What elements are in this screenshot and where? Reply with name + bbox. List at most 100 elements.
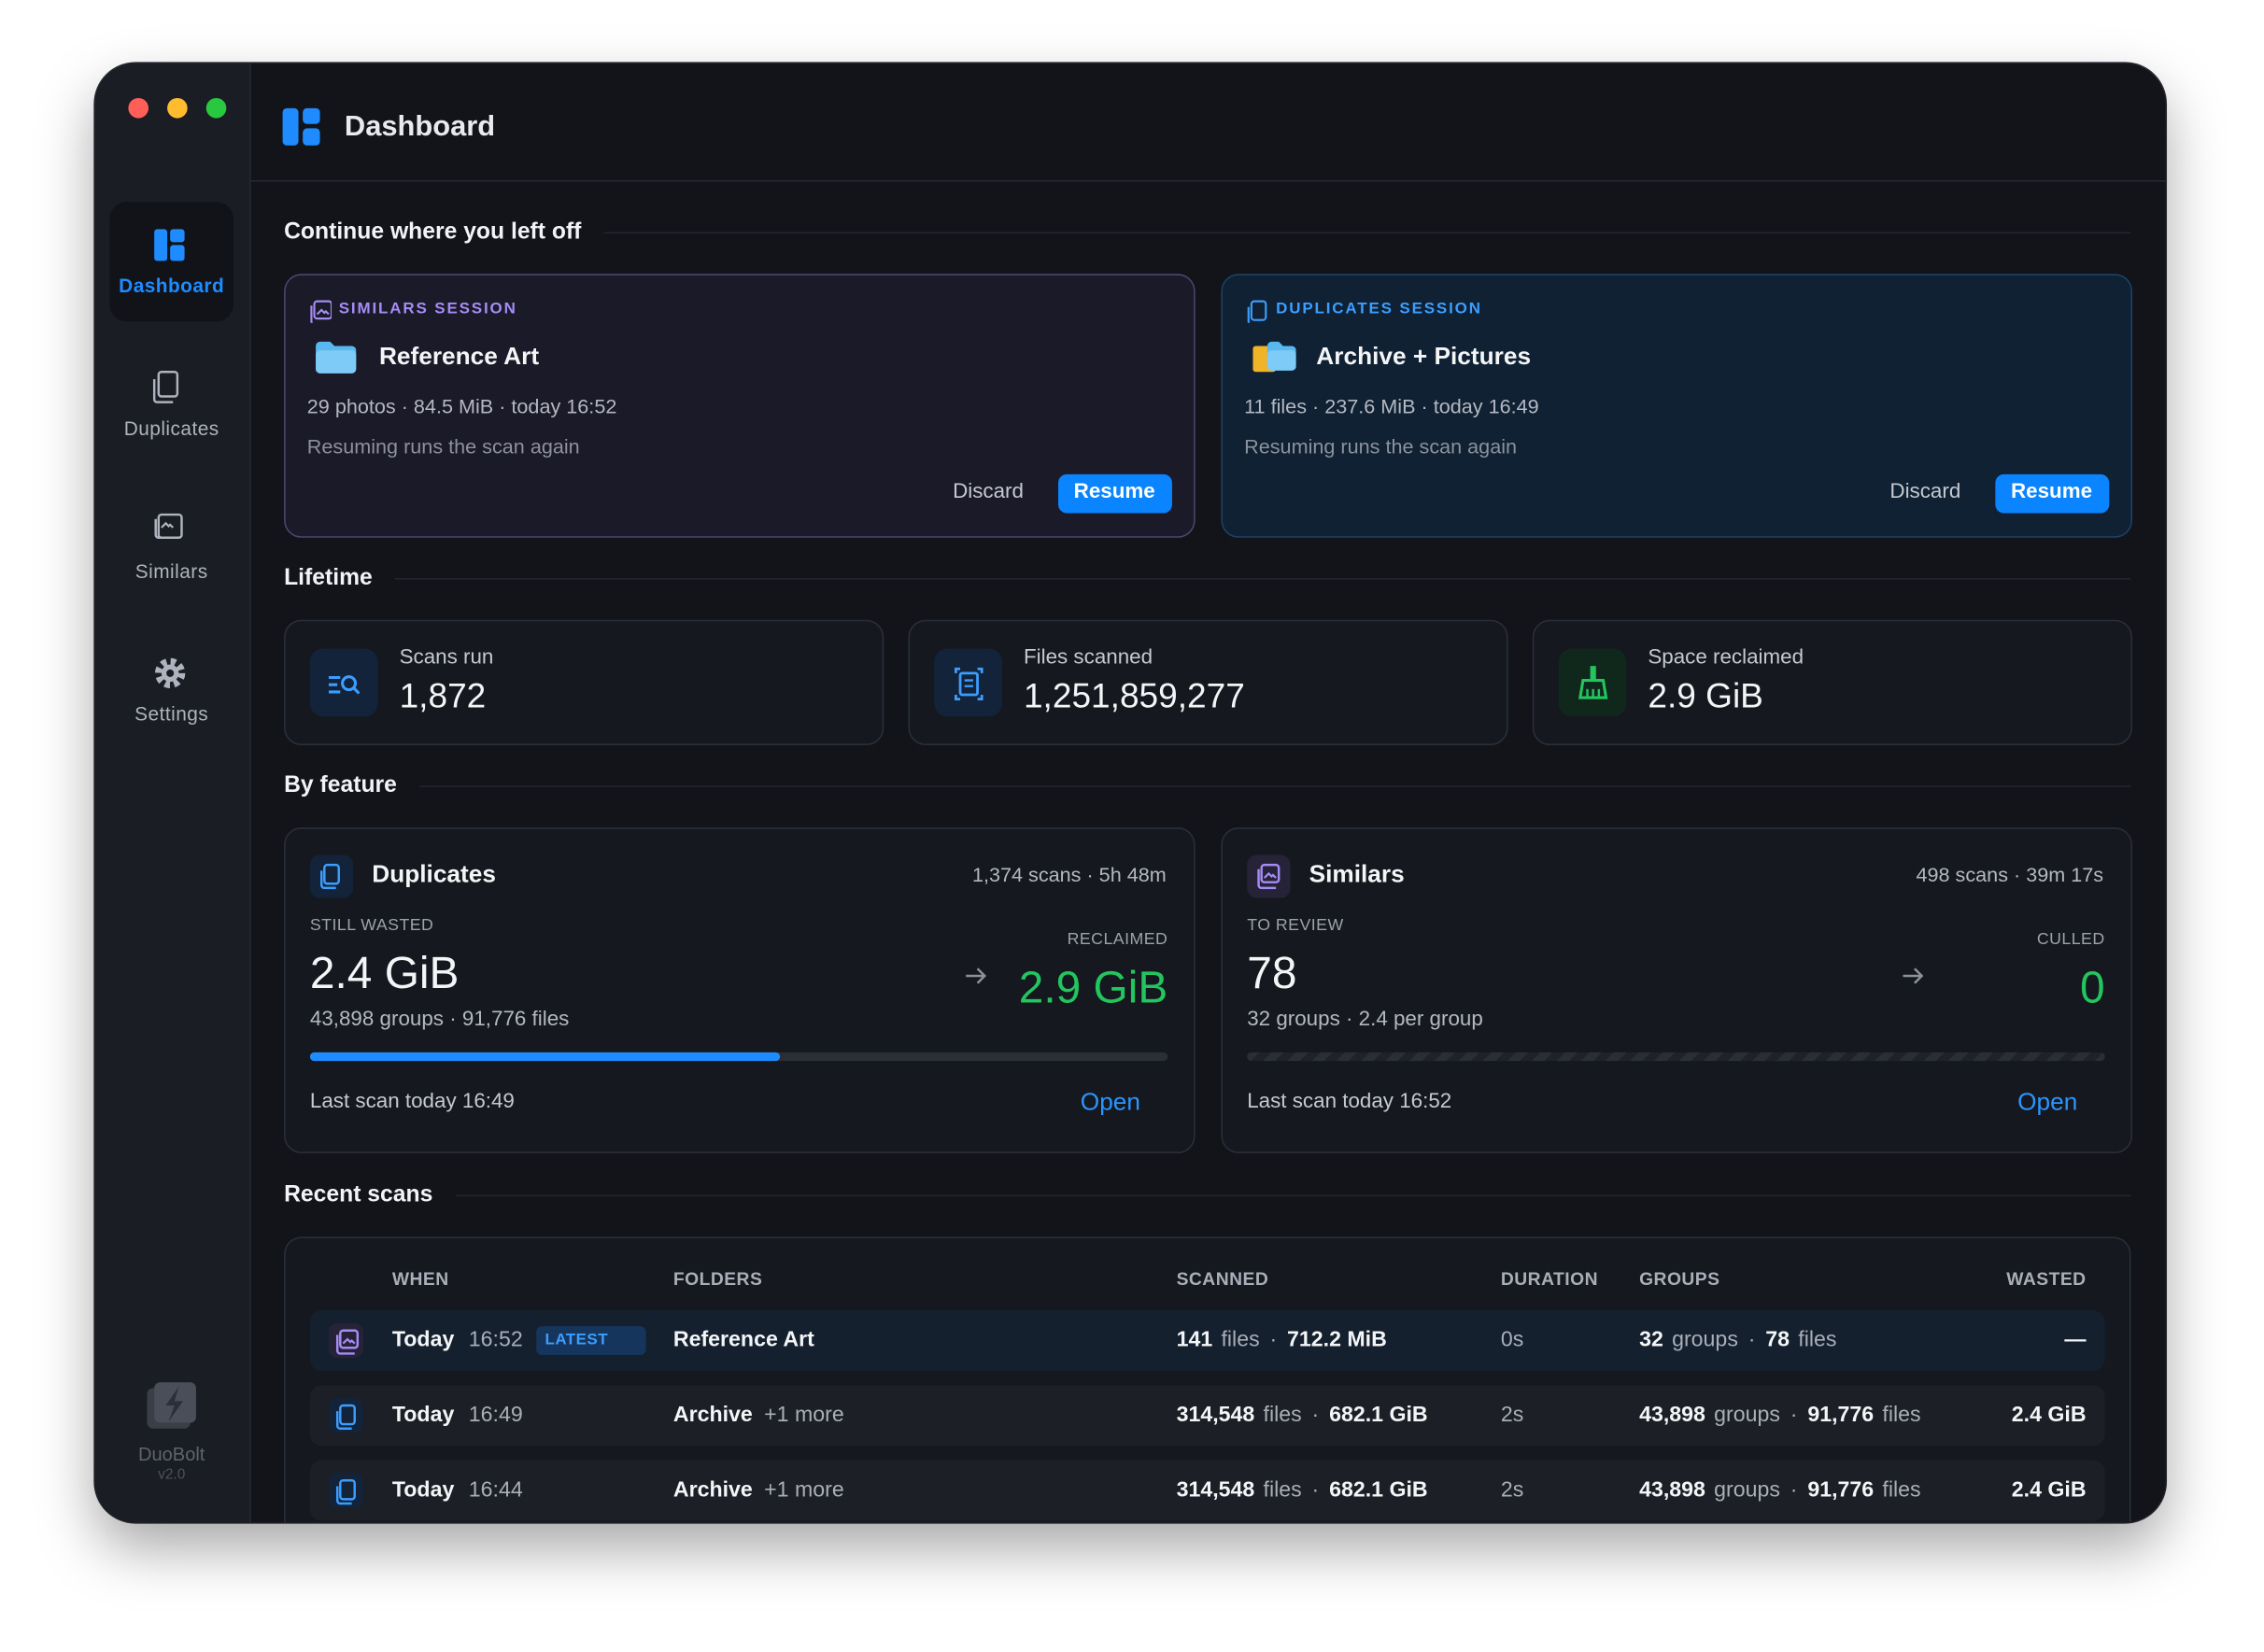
scanned-unit: files (1263, 1477, 1302, 1503)
stat-icon-box (1558, 648, 1627, 717)
close-button[interactable] (128, 97, 149, 119)
feature-detail: 43,898 groups · 91,776 files (309, 1008, 570, 1032)
row-folder: Reference Art (672, 1327, 814, 1352)
scanned-size: 712.2 MiB (1287, 1327, 1387, 1352)
sidebar-icon (154, 513, 183, 539)
primary-label: TO REVIEW (1247, 916, 1344, 935)
files-unit: files (1882, 1402, 1921, 1428)
row-folder: Archive (672, 1477, 753, 1503)
groups-count: 32 (1639, 1327, 1663, 1352)
files-count: 91,776 (1807, 1402, 1875, 1428)
wasted-cell: 2.4 GiB (2011, 1477, 2087, 1503)
section-rule (455, 1194, 2131, 1197)
when-cell: Today 16:44 (392, 1477, 523, 1504)
feature-summary: 498 scans · 39m 17s (1916, 863, 2104, 886)
row-more: +1 more (764, 1477, 844, 1503)
session-name: Archive + Pictures (1316, 343, 1532, 371)
resume-button[interactable] (1995, 473, 2110, 514)
sidebar-active-item[interactable] (109, 202, 234, 322)
stat-label: Scans run (399, 646, 494, 670)
folder-icon (316, 341, 357, 374)
groups-cell: 43,898 groups · 91,776 files (1639, 1477, 1921, 1504)
secondary-label: RECLAIMED (1067, 931, 1168, 949)
section-rule (394, 577, 2131, 580)
groups-unit: groups (1714, 1402, 1780, 1428)
scanned-cell: 314,548 files · 682.1 GiB (1177, 1403, 1428, 1429)
latest-badge (536, 1326, 646, 1355)
groups-count: 43,898 (1639, 1402, 1705, 1428)
secondary-value: 0 (2080, 962, 2105, 1013)
sidebar-label[interactable]: Similars (134, 560, 208, 583)
open-link[interactable]: Open (1080, 1088, 1140, 1116)
zoom-button[interactable] (205, 97, 227, 119)
groups-cell: 43,898 groups · 91,776 files (1639, 1403, 1921, 1429)
session-card[interactable] (1221, 274, 2132, 538)
folder-icon (1252, 341, 1296, 373)
section-rule (419, 785, 2131, 787)
feature-name: Duplicates (372, 860, 496, 888)
row-icon-box (328, 1473, 363, 1508)
sidebar-label[interactable]: Duplicates (123, 417, 219, 440)
last-scan: Last scan today 16:52 (1247, 1090, 1452, 1114)
open-link[interactable]: Open (2017, 1088, 2078, 1116)
scanned-cell: 141 files · 712.2 MiB (1177, 1328, 1387, 1354)
sidebar-icon (152, 371, 179, 403)
scanned-cell: 314,548 files · 682.1 GiB (1177, 1477, 1428, 1504)
stat-label: Files scanned (1023, 646, 1153, 670)
feature-name: Similars (1309, 860, 1405, 888)
discard-button[interactable]: Discard (1889, 480, 1961, 504)
session-name: Reference Art (378, 343, 540, 371)
stat-card (908, 619, 1508, 746)
session-kind: DUPLICATES SESSION (1276, 300, 1482, 318)
separator: · (1748, 1327, 1756, 1352)
wasted-cell: — (2064, 1327, 2087, 1352)
secondary-label: CULLED (2036, 931, 2105, 949)
table-row[interactable] (309, 1385, 2105, 1447)
discard-button[interactable]: Discard (953, 480, 1024, 504)
when-cell: Today 16:52 (392, 1328, 523, 1354)
section-heading: Lifetime (284, 565, 373, 590)
progress-track (1247, 1052, 2105, 1062)
files-unit: files (1882, 1477, 1921, 1503)
sidebar-label[interactable]: Dashboard (119, 275, 225, 297)
header-title: Dashboard (344, 110, 496, 143)
stat-label: Space reclaimed (1648, 646, 1804, 670)
feature-detail: 32 groups · 2.4 per group (1247, 1008, 1483, 1032)
column-header: GROUPS (1639, 1269, 1720, 1290)
files-count: 78 (1765, 1327, 1790, 1352)
stat-icon (1578, 666, 1608, 699)
groups-unit: groups (1714, 1477, 1780, 1503)
row-day: Today (391, 1477, 455, 1503)
folder-cell: Archive +1 more (673, 1477, 844, 1504)
resume-button[interactable] (1058, 473, 1172, 514)
section-heading: Continue where you left off (284, 219, 582, 245)
row-time: 16:49 (468, 1402, 523, 1428)
row-icon (335, 1479, 356, 1505)
column-header: WHEN (391, 1269, 449, 1290)
scanned-count: 314,548 (1176, 1477, 1255, 1503)
scanned-count: 141 (1176, 1327, 1213, 1352)
stat-value: 1,872 (399, 676, 487, 716)
feature-icon (1257, 863, 1281, 890)
files-count: 91,776 (1807, 1477, 1875, 1503)
row-icon (335, 1329, 360, 1355)
sidebar-label[interactable]: Settings (134, 703, 209, 726)
minimize-button[interactable] (167, 97, 188, 119)
row-icon (335, 1404, 356, 1430)
row-folder: Archive (672, 1402, 753, 1428)
wasted-cell: 2.4 GiB (2011, 1402, 2087, 1428)
resume-label[interactable]: Resume (2010, 480, 2093, 504)
progress-fill (309, 1052, 781, 1062)
app-version: v2.0 (158, 1467, 186, 1484)
separator: · (1311, 1477, 1320, 1503)
stat-icon-box (934, 648, 1002, 717)
session-note: Resuming runs the scan again (306, 434, 580, 459)
resume-label[interactable]: Resume (1073, 480, 1155, 504)
row-time: 16:44 (468, 1477, 523, 1503)
feature-card (1221, 827, 2132, 1153)
table-row[interactable] (309, 1460, 2105, 1521)
session-card[interactable] (284, 274, 1196, 538)
app-window: Dashboard Dashboard Duplicates Similars Set… (94, 63, 2166, 1523)
row-day: Today (391, 1402, 455, 1428)
